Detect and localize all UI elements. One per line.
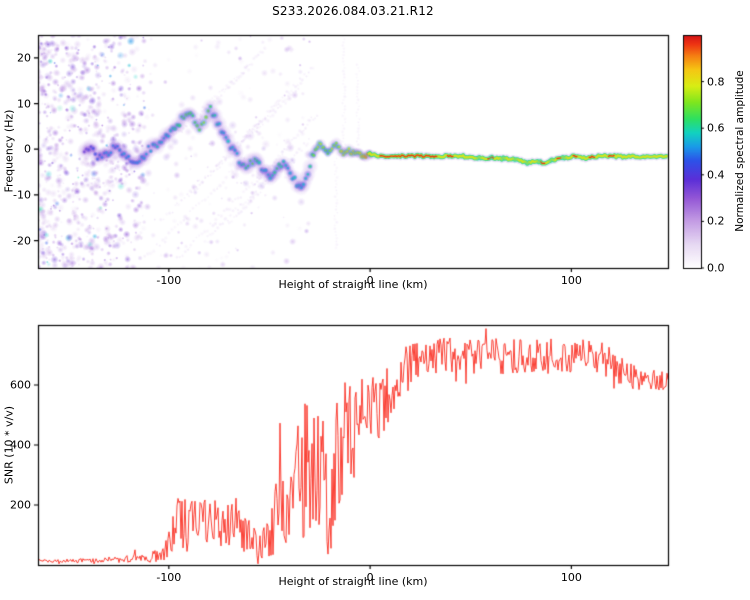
colorbar-label: Normalized spectral amplitude xyxy=(734,70,746,232)
x-tick-label-bottom: 0 xyxy=(366,571,374,584)
colorbar-tick-label: 0.8 xyxy=(707,75,725,89)
x-tick-label-top: -100 xyxy=(156,274,182,287)
x-tick-label-top: 100 xyxy=(560,274,582,287)
x-tick-label-top: 0 xyxy=(366,274,374,287)
height-axis-label-bottom: Height of straight line (km) xyxy=(278,575,428,588)
colorbar-tick-label: 0.2 xyxy=(707,214,725,228)
y-tick-label-frequency: 20 xyxy=(17,51,31,65)
x-tick-label-bottom: -100 xyxy=(156,571,182,584)
colorbar-tick-label: 0.0 xyxy=(707,261,725,275)
frequency-axis-label: Frequency (Hz) xyxy=(2,109,16,193)
y-tick-label-frequency: -20 xyxy=(13,234,31,248)
y-tick-label-frequency: 0 xyxy=(24,142,31,156)
height-axis-label-top: Height of straight line (km) xyxy=(278,278,428,291)
y-tick-label-snr: 600 xyxy=(10,378,31,392)
colorbar-tick-label: 0.6 xyxy=(707,121,725,135)
y-tick-label-snr: 200 xyxy=(10,498,31,512)
figure-title: S233.2026.084.03.21.R12 xyxy=(272,4,434,18)
y-tick-label-frequency: 10 xyxy=(17,97,31,111)
x-tick-label-bottom: 100 xyxy=(560,571,582,584)
y-tick-label-frequency: -10 xyxy=(13,188,31,202)
y-tick-label-snr: 400 xyxy=(10,438,31,452)
colorbar-tick-label: 0.4 xyxy=(707,168,725,182)
